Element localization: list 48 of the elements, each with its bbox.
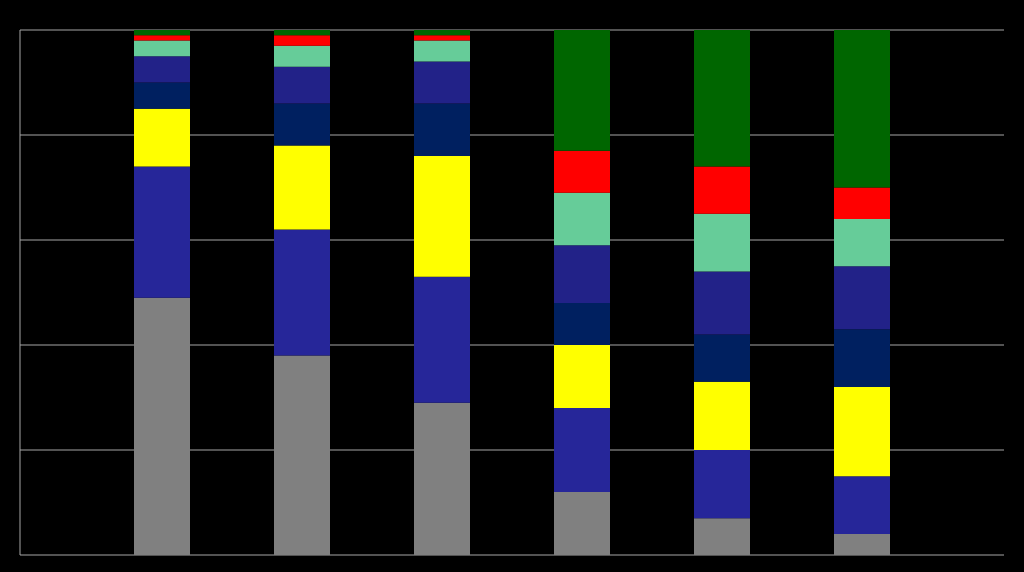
bar [274, 103, 330, 146]
bar [134, 166, 190, 298]
bar [134, 35, 190, 41]
bar [134, 297, 190, 555]
bar [554, 303, 610, 345]
bar [274, 35, 330, 46]
bar [554, 345, 610, 408]
bar [554, 492, 610, 555]
bar [834, 266, 890, 330]
bar [274, 45, 330, 67]
bar [694, 213, 750, 272]
bar [694, 450, 750, 519]
bar [694, 518, 750, 555]
bar [274, 355, 330, 555]
bar [694, 334, 750, 382]
bar [554, 150, 610, 193]
bar [554, 245, 610, 303]
bar [554, 408, 610, 492]
bar [414, 40, 470, 62]
bar [834, 329, 890, 387]
bar [834, 187, 890, 219]
bar [414, 30, 470, 36]
bar [834, 476, 890, 534]
bar [274, 66, 330, 104]
bar [834, 534, 890, 555]
bar [134, 108, 190, 167]
bar [414, 156, 470, 277]
bar [414, 35, 470, 41]
bar [414, 61, 470, 104]
bar [414, 402, 470, 555]
bar [554, 30, 610, 151]
bar [414, 276, 470, 403]
bar [274, 30, 330, 36]
bar [274, 229, 330, 356]
bar [834, 387, 890, 477]
bar [694, 166, 750, 214]
bar [414, 103, 470, 156]
bar [694, 271, 750, 335]
bar [694, 381, 750, 450]
bar [134, 40, 190, 57]
bar [274, 145, 330, 230]
bar [134, 56, 190, 83]
bar [834, 30, 890, 188]
bar [694, 30, 750, 167]
bar [134, 30, 190, 36]
bar [554, 192, 610, 246]
bar [834, 219, 890, 267]
bar [134, 82, 190, 109]
